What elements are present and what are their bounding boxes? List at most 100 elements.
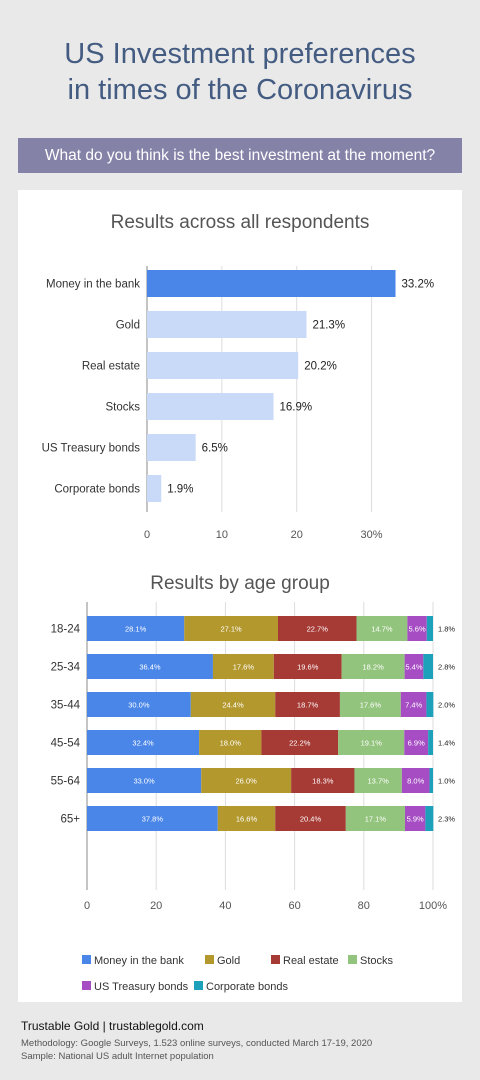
chart1-data-label: 20.2% [304,361,337,373]
chart2-data-label: 1.8% [438,625,455,634]
chart2-data-label: 37.8% [142,815,164,824]
chart2-data-label: 24.4% [222,701,244,710]
chart2-bar-segment [87,692,191,717]
chart2-bar-segment [426,692,434,717]
chart1-category-label: Corporate bonds [54,484,140,496]
chart2-data-label: 17.1% [365,815,387,824]
chart2-bar-segment [277,616,357,641]
chart2-data-label: 18.0% [220,739,242,748]
chart1-x-tick-label: 0 [144,529,150,541]
chart2-x-tick-label: 60 [288,900,300,912]
legend-swatch [348,955,357,964]
chart2-bar-segment [275,692,340,717]
legend-swatch [271,955,280,964]
chart2-bar-segment [339,692,401,717]
chart2-bar-segment [354,768,402,793]
footer-methodology: Methodology: Google Surveys, 1.523 onlin… [21,1038,373,1049]
chart1-category-label: Money in the bank [46,279,140,291]
chart2-data-label: 28.1% [125,625,147,634]
chart2-data-label: 8.0% [407,777,424,786]
chart2-data-label: 17.6% [233,663,255,672]
chart2-data-label: 20.4% [300,815,322,824]
page-title-line-2: in times of the Coronavirus [67,74,413,106]
chart2-bar-segment [426,616,433,641]
chart2-bar-segment [212,654,274,679]
chart2-category-label: 18-24 [51,624,81,636]
chart1-title: Results across all respondents [111,212,370,233]
chart2-x-tick-label: 20 [150,900,162,912]
legend-label: Stocks [360,955,394,967]
legend-swatch [205,955,214,964]
chart1-x-tick-label: 20 [291,529,303,541]
chart2-x-tick-label: 0 [84,900,90,912]
chart2-category-label: 35-44 [51,700,81,712]
legend-swatch [82,955,91,964]
chart2-data-label: 22.2% [289,739,311,748]
chart2-bar-segment [273,654,342,679]
chart2-bar-segment [199,730,262,755]
chart2-bar-segment [291,768,355,793]
chart1-bar [147,475,162,502]
chart2-category-label: 55-64 [51,776,81,788]
chart2-bar-segment [404,806,426,831]
chart2-bar-segment [338,730,405,755]
chart1-bar [147,434,196,461]
chart2-data-label: 17.6% [360,701,382,710]
chart2-bar-segment [87,806,218,831]
chart2-data-label: 32.4% [132,739,154,748]
chart2-bar-segment [190,692,276,717]
legend-label: US Treasury bonds [94,981,189,993]
chart1-bar [147,393,274,420]
chart2-x-tick-label: 80 [358,900,370,912]
chart2-data-label: 1.0% [438,777,455,786]
chart2-x-tick-label: 40 [219,900,231,912]
chart2-data-label: 6.9% [408,739,425,748]
chart-panel: Results across all respondents 0 10 20 30% Mo… [18,190,462,1002]
chart2-bar-segment [345,806,405,831]
chart2-bar-segment [87,616,185,641]
chart1-bar [147,270,396,297]
page-title: US Investment preferences in times of th… [0,36,480,108]
chart1-bar [147,352,299,379]
chart2-x-tick-label: 100% [419,900,447,912]
question-banner: What do you think is the best investment… [18,138,462,173]
chart2-data-label: 33.0% [133,777,155,786]
chart2-bar-segment [261,730,339,755]
chart2-data-label: 5.9% [407,815,424,824]
chart2-category-label: 65+ [60,814,80,826]
chart2-data-label: 2.3% [438,815,455,824]
chart2-data-label: 19.6% [297,663,319,672]
chart1-data-label: 21.3% [312,320,345,332]
chart2-bar-segment [87,768,202,793]
chart2-bar-segment [400,692,427,717]
page-title-line-1: US Investment preferences [64,38,416,70]
footer-sample: Sample: National US adult Internet popul… [21,1051,214,1062]
chart2-category-label: 25-34 [51,662,81,674]
chart2-data-label: 2.0% [438,701,455,710]
legend-label: Real estate [283,955,339,967]
legend-label: Corporate bonds [206,981,288,993]
charts-svg: Results across all respondents 0 10 20 30% Mo… [42,212,456,993]
chart2-data-label: 36.4% [139,663,161,672]
chart2-bar-segment [404,730,429,755]
chart1-x-tick-label: 30% [361,529,383,541]
chart2-bar-segment [87,654,213,679]
chart2-category-label: 45-54 [51,738,81,750]
chart2-bar-segment [275,806,346,831]
chart2-bar-segment [423,654,433,679]
chart2-data-label: 30.0% [128,701,150,710]
chart2-bar-segment [184,616,278,641]
chart1-x-tick-label: 10 [216,529,228,541]
chart2-bar-segment [407,616,427,641]
legend-swatch [194,981,203,990]
chart1-bar [147,311,307,338]
chart2-bar-segment [201,768,292,793]
chart2-data-label: 22.7% [307,625,329,634]
chart2-bar-segment [87,730,200,755]
chart2-bar-segment [425,806,434,831]
chart1-category-label: Stocks [105,402,140,414]
chart2-bar-segment [341,654,405,679]
chart2-data-label: 18.7% [297,701,319,710]
legend-label: Money in the bank [94,955,184,967]
chart2-data-label: 26.0% [236,777,258,786]
